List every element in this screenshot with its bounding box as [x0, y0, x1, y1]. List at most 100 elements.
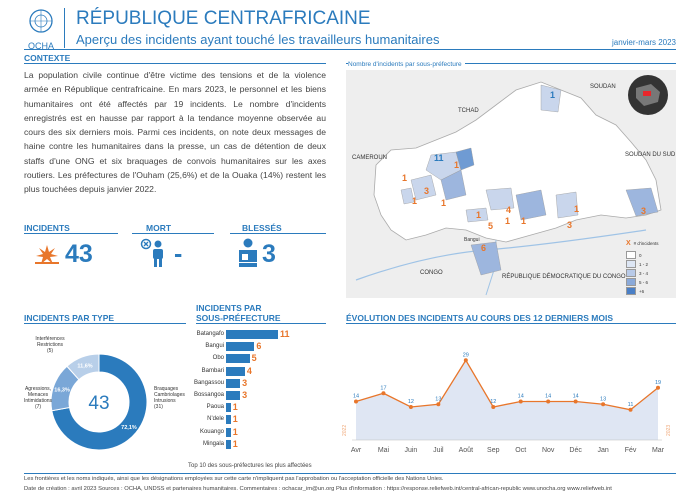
footer-disclaimer: Les frontières et les noms indiqués, ain… — [24, 476, 444, 482]
trend-month-label: Fév — [625, 447, 637, 454]
bar-category-label: Bangui — [205, 343, 224, 350]
prefecture-chart-rule — [196, 323, 326, 324]
donut-slice — [66, 353, 100, 381]
bar — [226, 391, 241, 400]
trend-point — [491, 405, 496, 409]
trend-month-label: Août — [459, 447, 473, 454]
incidents-kpi-rule — [24, 233, 118, 234]
trend-month-label: Avr — [351, 447, 362, 454]
header-rule — [24, 49, 676, 50]
trend-point — [436, 402, 441, 407]
bar — [226, 366, 245, 376]
bar — [226, 330, 278, 339]
year-label-left: 2022 — [342, 425, 348, 436]
bar-category-label: Bambari — [201, 367, 224, 374]
bar-value-label: 5 — [251, 353, 257, 364]
donut-center-total: 43 — [88, 393, 109, 414]
page-subtitle: Aperçu des incidents ayant touché les tr… — [76, 32, 440, 47]
trend-value-label: 13 — [435, 396, 441, 402]
bar-value-label: 6 — [256, 341, 262, 352]
map-panel — [346, 70, 676, 298]
bar — [226, 427, 231, 437]
map-number: 1 — [550, 90, 556, 100]
bar-category-label: Paoua — [206, 404, 224, 411]
donut-percent-label: 72,1% — [121, 425, 137, 431]
trend-month-label: Déc — [569, 447, 582, 454]
map-number: 6 — [481, 243, 487, 253]
bar-category-label: Mingala — [202, 440, 224, 447]
legend-class: 0 — [639, 252, 642, 258]
trend-point — [518, 399, 523, 404]
trend-value-label: 12 — [490, 399, 496, 405]
trend-value-label: 14 — [353, 394, 359, 400]
trend-value-label: 29 — [463, 352, 469, 358]
prefecture-chart-footnote: Top 10 des sous-préfectures les plus aff… — [188, 463, 312, 469]
map-label-south-sudan: SOUDAN DU SUD — [625, 152, 676, 158]
legend-marker-label: # d'incidents — [633, 241, 659, 246]
trend-chart-rule — [346, 323, 676, 324]
map-label-cameroon: CAMEROUN — [352, 155, 388, 161]
map-number: 1 — [521, 216, 527, 226]
map-number: 1 — [574, 204, 580, 214]
bar — [226, 378, 241, 388]
trend-month-label: Mar — [652, 447, 665, 454]
bar-category-label: N'dele — [207, 416, 224, 423]
trend-month-label: Oct — [515, 447, 526, 454]
context-heading: CONTEXTE — [24, 53, 71, 63]
trend-point — [354, 399, 358, 404]
legend-class: 3 - 4 — [639, 270, 649, 276]
bar — [226, 354, 250, 364]
bar-value-label: 1 — [232, 426, 238, 437]
map-title: Nombre d'incidents par sous-préfecture — [348, 61, 465, 68]
map-label-congo: CONGO — [420, 270, 443, 276]
map-number: 3 — [567, 220, 573, 230]
bar-value-label: 3 — [242, 377, 248, 388]
bar — [226, 403, 231, 413]
map-label-chad: TCHAD — [458, 108, 479, 114]
trend-month-label: Nov — [542, 447, 555, 454]
map-number: 4 — [506, 205, 512, 215]
trend-area — [356, 360, 658, 440]
trend-value-label: 17 — [380, 385, 386, 391]
bar — [226, 439, 231, 449]
bar-category-label: Batangafo — [196, 331, 224, 337]
map-label-drc: RÉPUBLIQUE DÉMOCRATIQUE DU CONGO — [502, 274, 626, 280]
trend-value-label: 12 — [408, 399, 414, 405]
type-label-agressions: Agressions, Menaces Intimidations (7) — [23, 386, 53, 410]
trend-point — [573, 399, 578, 404]
trend-line-chart: 14 Avr 17 Mai 12 Juin 13 Juil 29 Août 12 Sep 14 Oct 14… — [342, 352, 672, 454]
trend-value-label: 14 — [545, 394, 551, 400]
bar-category-label: Bangassou — [193, 379, 224, 386]
injured-kpi-label: BLESSÉS — [242, 223, 282, 233]
trend-value-label: 19 — [655, 380, 661, 386]
trend-point — [628, 407, 633, 412]
map-number: 1 — [441, 198, 447, 208]
trend-point — [463, 358, 468, 363]
bar-category-label: Obo — [212, 355, 224, 362]
map-label-bangui: Bangui — [464, 237, 480, 243]
bar-value-label: 1 — [232, 414, 238, 425]
injured-kpi-rule — [230, 233, 326, 234]
prefecture-chart-heading-2: SOUS-PRÉFECTURE — [196, 313, 281, 323]
prefecture-bar-chart: Batangafo 11 Bangui 6 Obo 5 Bambari 4 Bangassou 3… — [164, 329, 334, 458]
context-body: La population civile continue d'être vic… — [24, 70, 326, 195]
map-number: 3 — [424, 186, 430, 196]
bar-value-label: 1 — [232, 402, 238, 413]
map-number: 5 — [488, 221, 494, 231]
prefecture-chart-heading-1: INCIDENTS PAR — [196, 303, 262, 313]
bar-value-label: 4 — [246, 365, 252, 376]
injured-person-icon — [236, 238, 260, 273]
map-number: 11 — [434, 153, 444, 163]
incidents-kpi-value: 43 — [65, 240, 93, 268]
context-rule — [24, 63, 326, 64]
map-label-sudan: SOUDAN — [590, 84, 616, 90]
map-number: 1 — [505, 216, 511, 226]
legend-class: 1 - 2 — [639, 261, 649, 267]
bar-category-label: Bossangoa — [193, 392, 224, 398]
trend-month-label: Sep — [487, 447, 500, 454]
car-outline — [373, 81, 662, 243]
deaths-kpi-value: - — [174, 240, 183, 268]
trend-month-label: Juin — [404, 447, 417, 454]
page-title: RÉPUBLIQUE CENTRAFRICAINE — [76, 8, 371, 29]
trend-point — [601, 402, 606, 407]
